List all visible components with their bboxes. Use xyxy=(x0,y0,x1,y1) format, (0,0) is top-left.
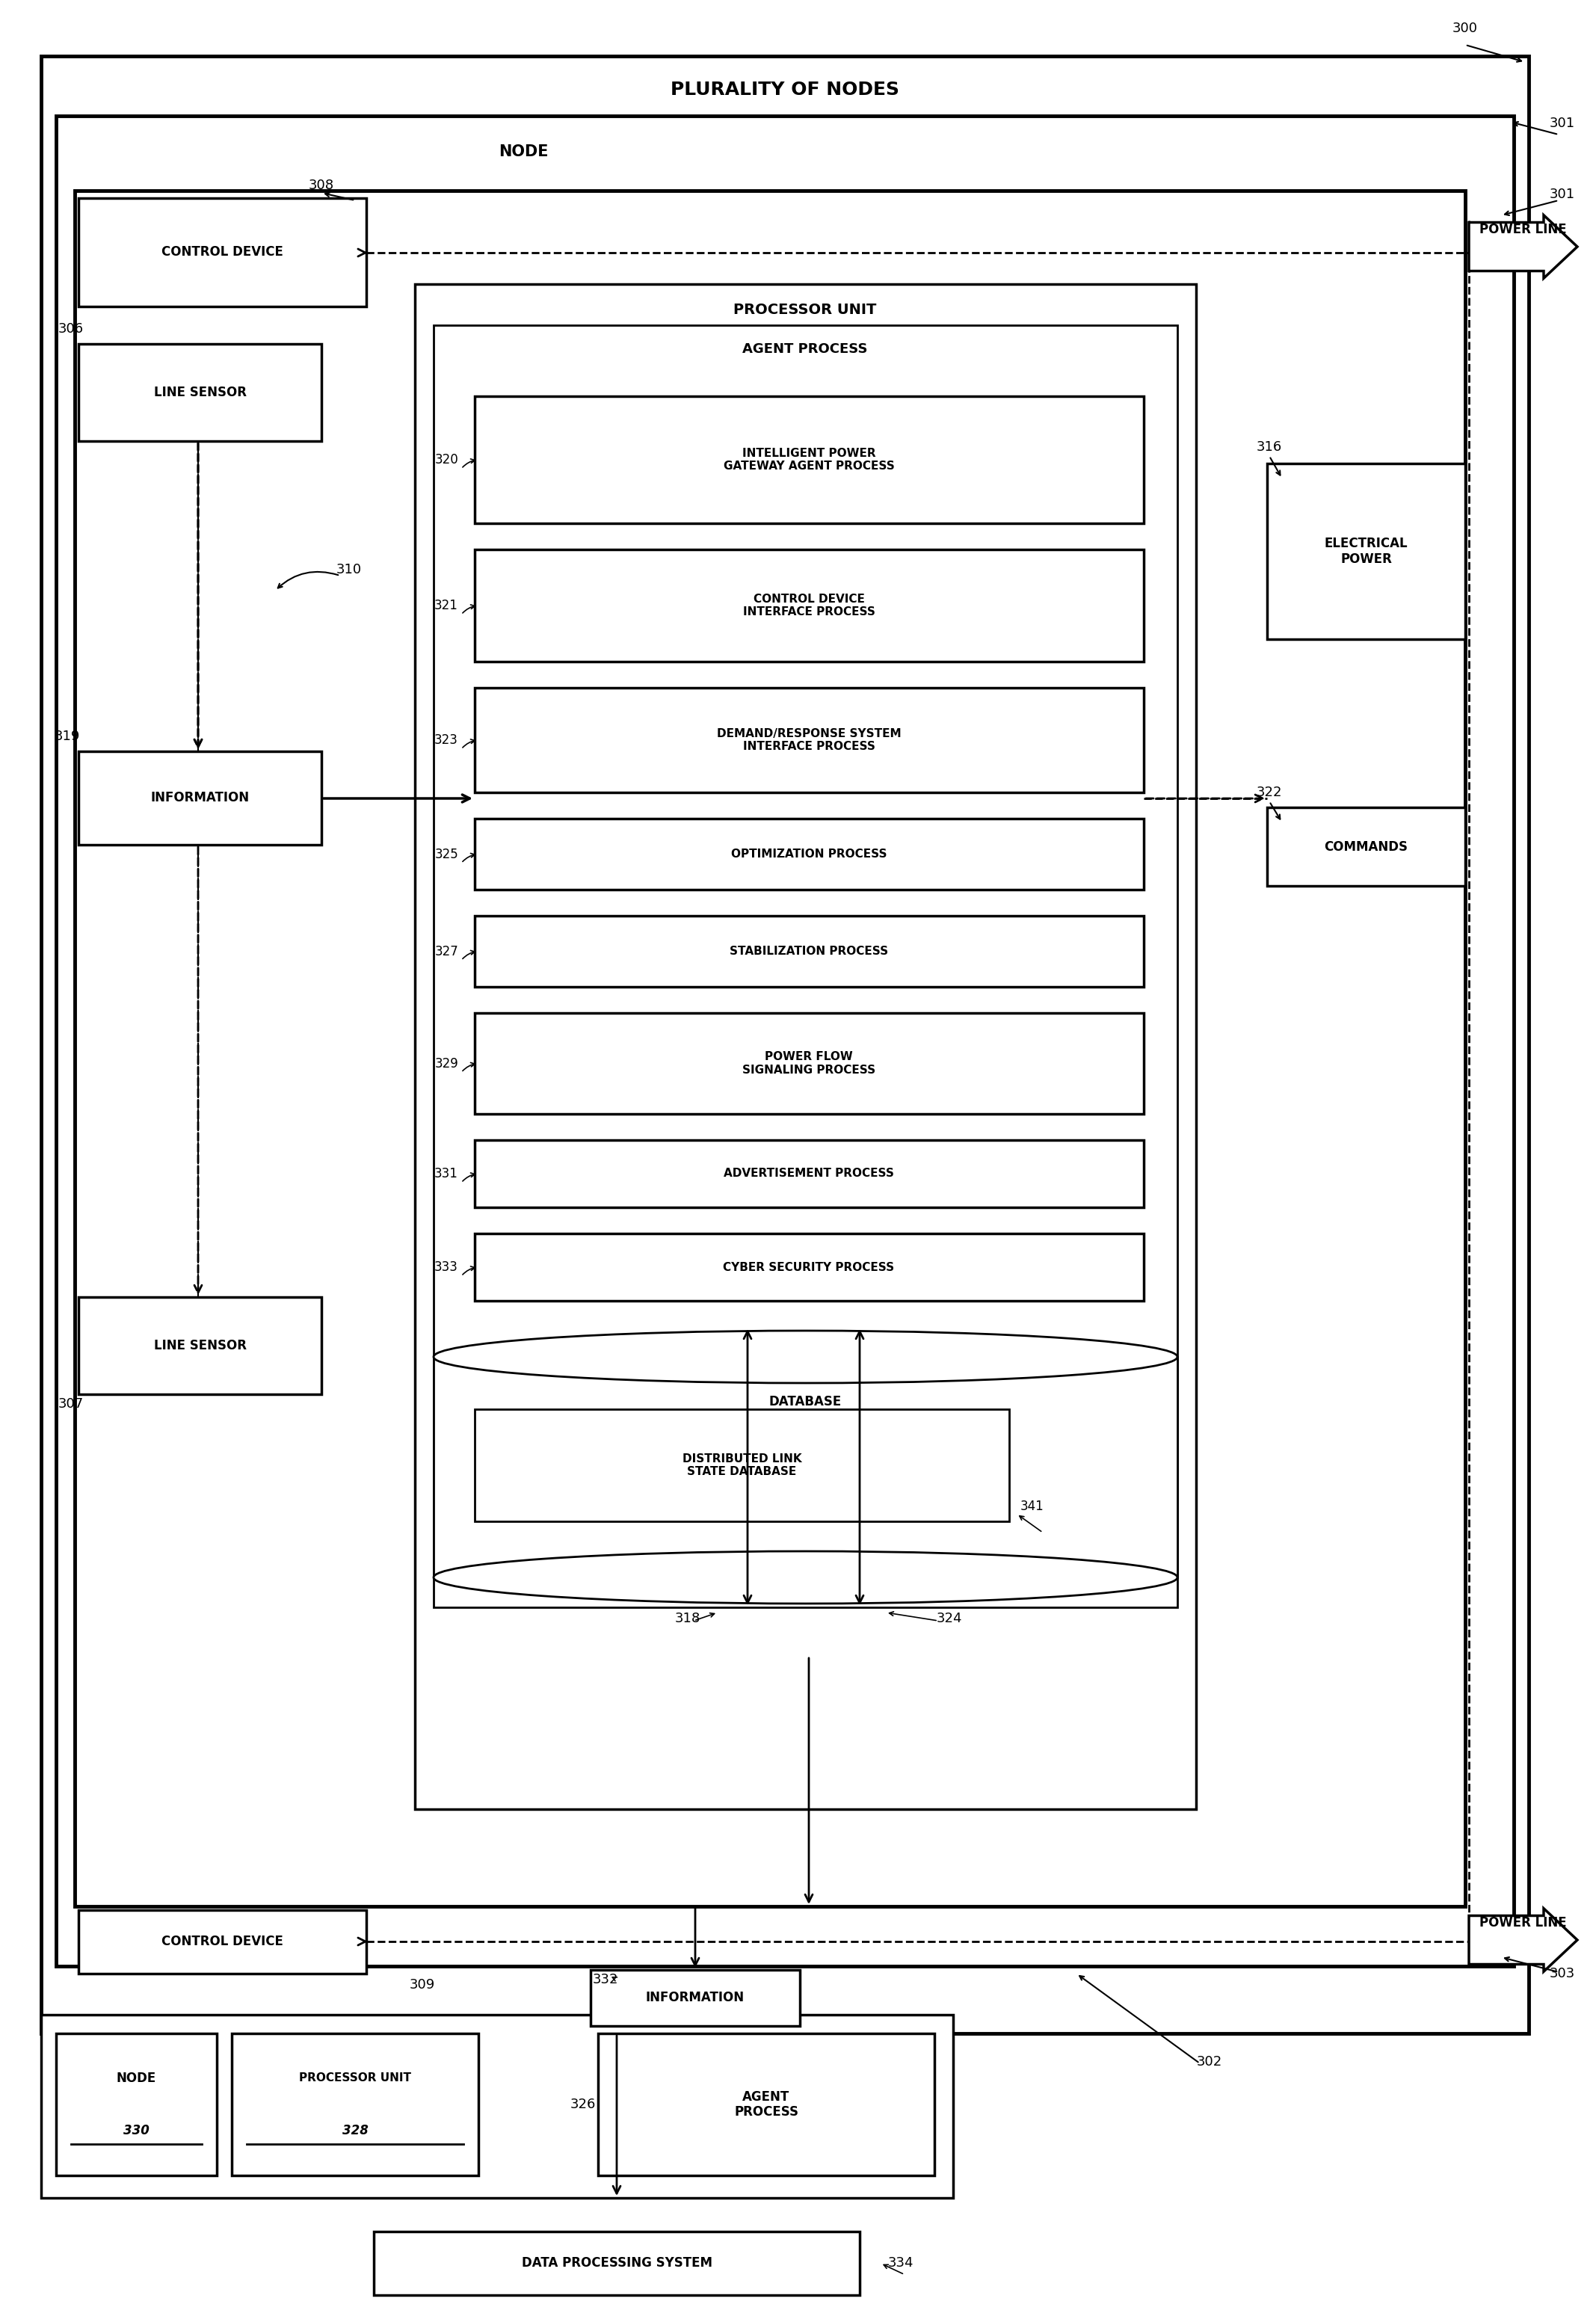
Text: CONTROL DEVICE
INTERFACE PROCESS: CONTROL DEVICE INTERFACE PROCESS xyxy=(742,594,875,618)
Text: 303: 303 xyxy=(1550,1967,1575,1981)
Text: DATABASE: DATABASE xyxy=(769,1396,841,1409)
Bar xyxy=(41,56,1529,2034)
Bar xyxy=(78,1298,321,1393)
Bar xyxy=(75,190,1465,1906)
FancyArrow shape xyxy=(1468,216,1577,279)
Text: 316: 316 xyxy=(1256,441,1282,453)
Bar xyxy=(78,197,367,307)
Text: 301: 301 xyxy=(1550,116,1575,130)
Text: LINE SENSOR: LINE SENSOR xyxy=(153,1340,246,1351)
Ellipse shape xyxy=(434,1551,1178,1605)
Text: 328: 328 xyxy=(342,2125,369,2136)
Text: PLURALITY OF NODES: PLURALITY OF NODES xyxy=(670,81,899,98)
Text: POWER LINE: POWER LINE xyxy=(1479,223,1566,237)
Text: CYBER SECURITY PROCESS: CYBER SECURITY PROCESS xyxy=(723,1261,894,1272)
Ellipse shape xyxy=(434,1331,1178,1384)
Bar xyxy=(78,752,321,845)
Text: 327: 327 xyxy=(434,945,458,959)
Text: NODE: NODE xyxy=(498,144,547,160)
Text: 333: 333 xyxy=(434,1261,458,1275)
Text: CONTROL DEVICE: CONTROL DEVICE xyxy=(161,246,282,260)
Text: 326: 326 xyxy=(570,2097,595,2111)
Text: ELECTRICAL
POWER: ELECTRICAL POWER xyxy=(1325,536,1408,567)
Text: INFORMATION: INFORMATION xyxy=(646,1990,745,2004)
Bar xyxy=(434,325,1178,1607)
Text: LINE SENSOR: LINE SENSOR xyxy=(153,385,246,399)
Text: 301: 301 xyxy=(1550,188,1575,202)
Bar xyxy=(474,397,1144,522)
Text: POWER FLOW
SIGNALING PROCESS: POWER FLOW SIGNALING PROCESS xyxy=(742,1052,876,1075)
Bar xyxy=(1267,464,1465,639)
Text: PROCESSOR UNIT: PROCESSOR UNIT xyxy=(298,2074,412,2083)
Text: OPTIMIZATION PROCESS: OPTIMIZATION PROCESS xyxy=(731,848,887,859)
Bar xyxy=(41,2015,953,2199)
Text: PROCESSOR UNIT: PROCESSOR UNIT xyxy=(734,304,876,318)
Bar xyxy=(474,1012,1144,1115)
Bar xyxy=(474,915,1144,987)
Text: 323: 323 xyxy=(434,734,458,748)
Text: POWER LINE: POWER LINE xyxy=(1479,1916,1566,1930)
Text: 302: 302 xyxy=(1197,2055,1223,2069)
Bar xyxy=(78,1911,367,1974)
Text: AGENT PROCESS: AGENT PROCESS xyxy=(742,341,868,355)
Text: 300: 300 xyxy=(1452,21,1478,35)
Text: INFORMATION: INFORMATION xyxy=(150,792,249,806)
Text: AGENT
PROCESS: AGENT PROCESS xyxy=(734,2090,798,2120)
Text: DEMAND/RESPONSE SYSTEM
INTERFACE PROCESS: DEMAND/RESPONSE SYSTEM INTERFACE PROCESS xyxy=(717,729,902,752)
Text: 309: 309 xyxy=(410,1978,436,1992)
Bar xyxy=(598,2034,934,2176)
Bar xyxy=(231,2034,479,2176)
Text: 332: 332 xyxy=(592,1974,618,1985)
Text: 324: 324 xyxy=(937,1611,962,1625)
Text: 325: 325 xyxy=(434,848,458,861)
Text: 341: 341 xyxy=(1020,1500,1044,1514)
Bar xyxy=(78,344,321,441)
Text: 310: 310 xyxy=(337,562,362,576)
Text: 307: 307 xyxy=(57,1398,85,1412)
Bar xyxy=(474,1140,1144,1207)
Bar xyxy=(415,283,1195,1809)
Text: 320: 320 xyxy=(434,453,458,467)
Text: ADVERTISEMENT PROCESS: ADVERTISEMENT PROCESS xyxy=(723,1168,894,1180)
Text: INTELLIGENT POWER
GATEWAY AGENT PROCESS: INTELLIGENT POWER GATEWAY AGENT PROCESS xyxy=(723,448,894,471)
Text: STABILIZATION PROCESS: STABILIZATION PROCESS xyxy=(729,945,887,957)
FancyArrow shape xyxy=(1468,1909,1577,1971)
Bar xyxy=(56,116,1513,1967)
Bar xyxy=(474,1409,1009,1521)
Bar xyxy=(434,1356,1178,1577)
Bar xyxy=(1267,808,1465,887)
Text: 322: 322 xyxy=(1256,785,1282,799)
Bar xyxy=(373,2231,860,2294)
Bar xyxy=(474,1233,1144,1300)
Text: 308: 308 xyxy=(308,179,334,193)
Text: 321: 321 xyxy=(434,599,458,613)
Text: 306: 306 xyxy=(59,323,83,337)
Bar xyxy=(591,1969,800,2027)
Text: 318: 318 xyxy=(675,1611,701,1625)
Text: DISTRIBUTED LINK
STATE DATABASE: DISTRIBUTED LINK STATE DATABASE xyxy=(681,1454,801,1477)
Text: NODE: NODE xyxy=(117,2071,156,2085)
Text: CONTROL DEVICE: CONTROL DEVICE xyxy=(161,1934,282,1948)
Text: 319: 319 xyxy=(54,729,80,743)
Text: COMMANDS: COMMANDS xyxy=(1325,841,1408,854)
Bar xyxy=(474,550,1144,662)
Bar xyxy=(56,2034,217,2176)
Bar xyxy=(474,820,1144,889)
Text: 329: 329 xyxy=(434,1057,458,1070)
Text: 331: 331 xyxy=(434,1168,458,1180)
Bar xyxy=(474,687,1144,792)
Text: 330: 330 xyxy=(123,2125,150,2136)
Text: DATA PROCESSING SYSTEM: DATA PROCESSING SYSTEM xyxy=(522,2257,712,2271)
Text: 334: 334 xyxy=(887,2257,915,2271)
